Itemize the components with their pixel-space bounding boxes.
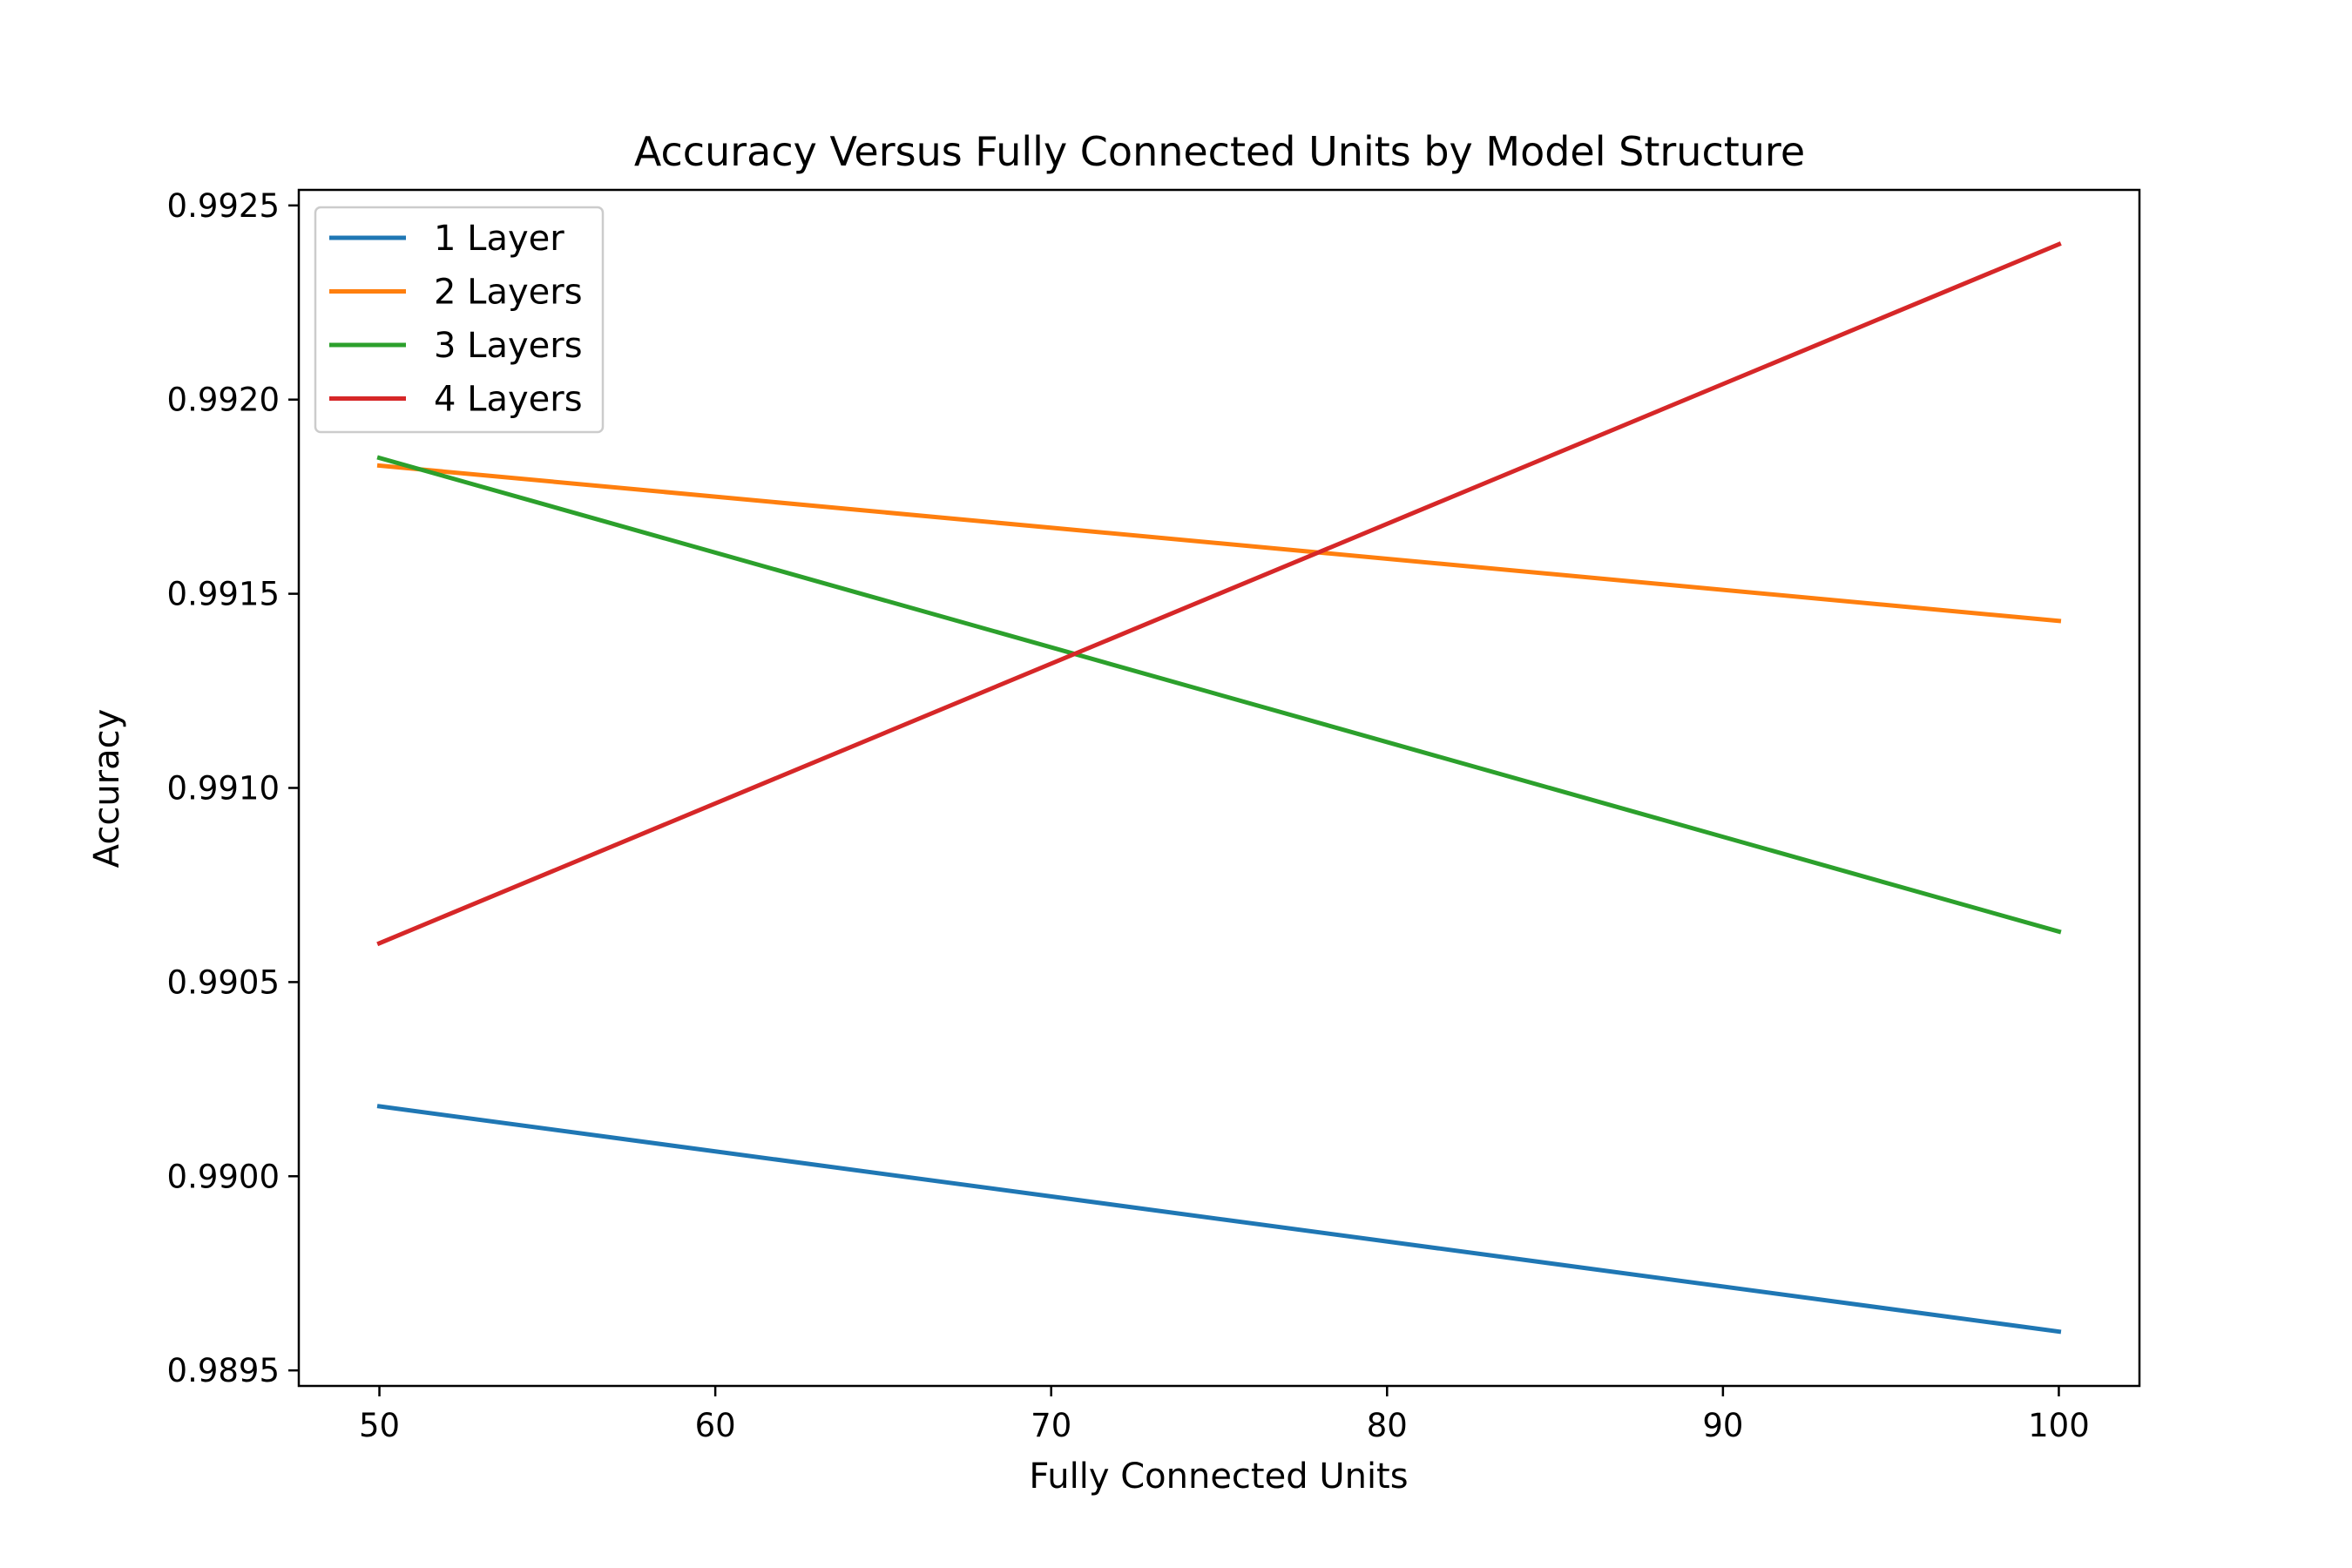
series-layer xyxy=(376,241,2062,1335)
series-line-3 xyxy=(376,455,2062,935)
series-line-4 xyxy=(376,241,2062,947)
plot-area xyxy=(297,188,2141,1388)
x-axis: 50 60 70 80 90 100 xyxy=(359,1386,2090,1444)
x-tick-label: 80 xyxy=(1367,1407,1408,1444)
y-tick-label: 0.9900 xyxy=(167,1158,280,1195)
y-tick-label: 0.9895 xyxy=(167,1352,280,1389)
y-tick-label: 0.9910 xyxy=(167,770,280,808)
chart-title: Accuracy Versus Fully Connected Units by… xyxy=(634,128,1805,175)
y-tick-label: 0.9925 xyxy=(167,187,280,225)
y-tick-label: 0.9920 xyxy=(167,382,280,419)
legend-label: 3 Layers xyxy=(434,326,583,366)
x-tick-label: 60 xyxy=(695,1407,736,1444)
series-line-2 xyxy=(376,463,2062,624)
y-axis: 0.9895 0.9900 0.9905 0.9910 0.9915 0.9920 0.99… xyxy=(167,187,299,1389)
series-line-1 xyxy=(376,1104,2062,1335)
x-axis-label: Fully Connected Units xyxy=(1029,1456,1408,1497)
x-tick-label: 70 xyxy=(1031,1407,1071,1444)
legend-label: 2 Layers xyxy=(434,273,583,313)
y-axis-label: Accuracy xyxy=(87,709,127,868)
y-tick-label: 0.9905 xyxy=(167,963,280,1001)
legend: 1 Layer 2 Layers 3 Layers 4 Layers xyxy=(314,206,605,434)
x-tick-label: 90 xyxy=(1702,1407,1743,1444)
x-tick-label: 100 xyxy=(2028,1407,2090,1444)
legend-label: 1 Layer xyxy=(434,219,564,259)
legend-label: 4 Layers xyxy=(434,380,583,420)
y-tick-label: 0.9915 xyxy=(167,576,280,613)
legend-box xyxy=(314,206,605,434)
x-tick-label: 50 xyxy=(359,1407,400,1444)
